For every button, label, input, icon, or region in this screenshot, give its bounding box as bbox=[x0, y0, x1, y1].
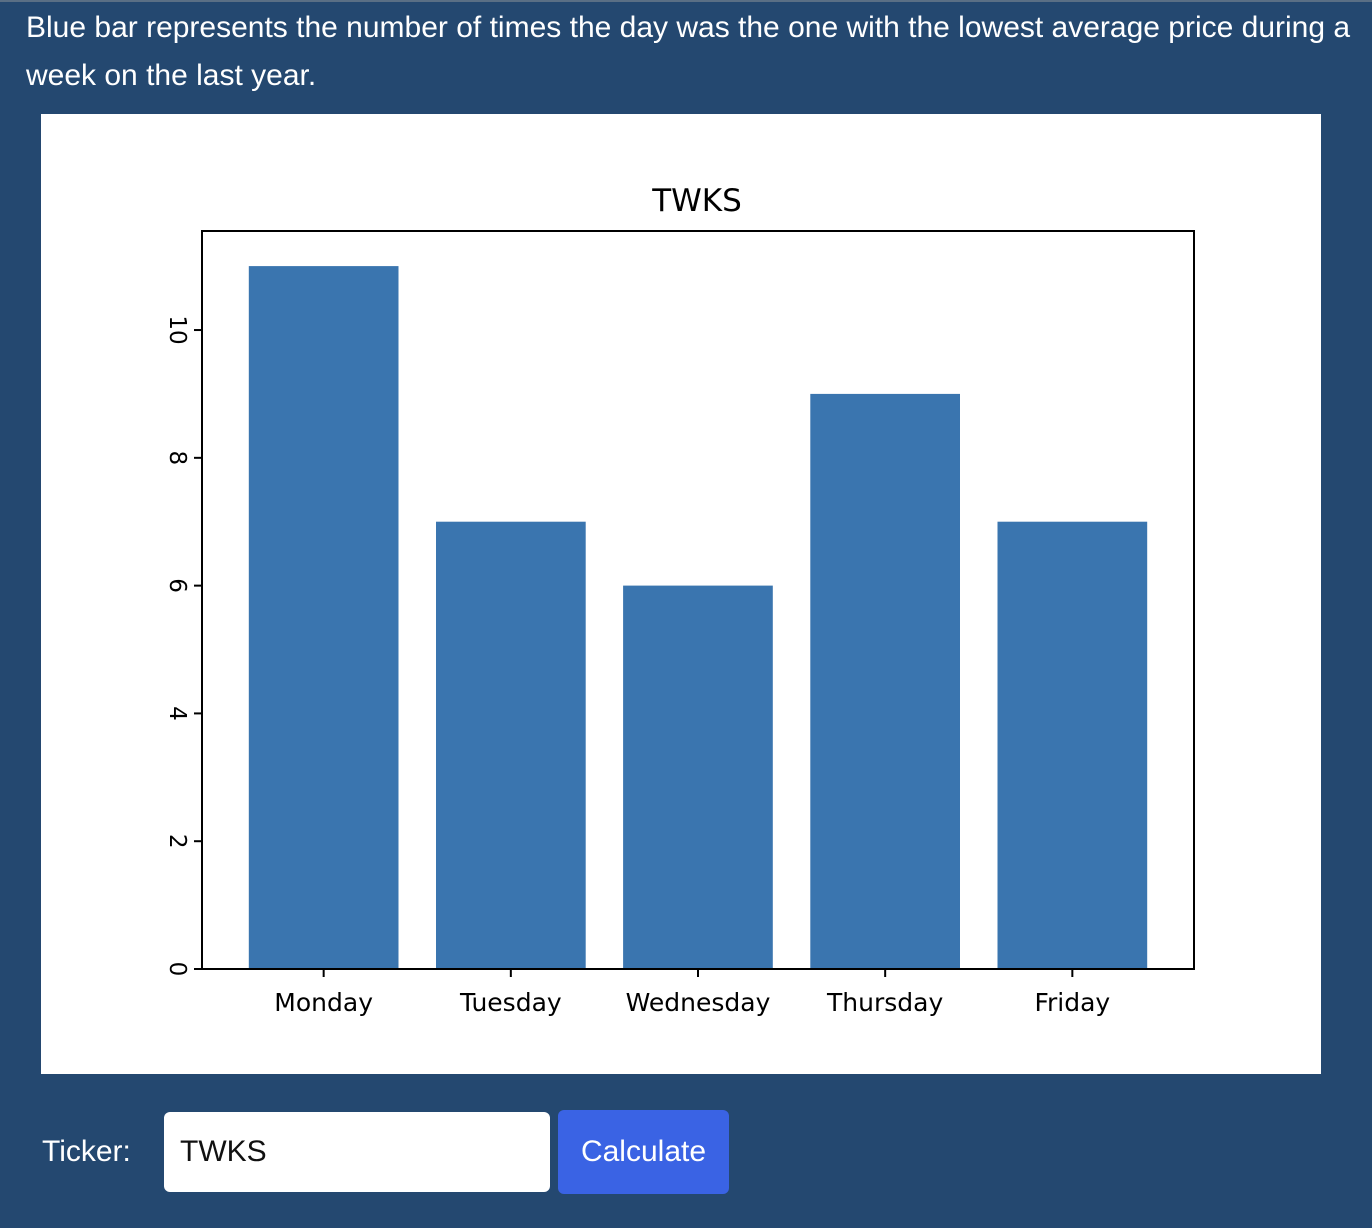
x-tick-label-wednesday: Wednesday bbox=[626, 988, 771, 1017]
axes-layer: 0 2 4 6 8 10 Monday Tuesday Wednesday Thursday Fri… bbox=[164, 230, 1195, 1017]
bar-monday bbox=[248, 266, 399, 970]
y-tick-label-2: 2 bbox=[164, 834, 190, 849]
chart-panel: TWKS 0 2 4 6 8 10 Monday Tuesday Wednesday Thursd… bbox=[41, 114, 1321, 1074]
bar-chart: TWKS 0 2 4 6 8 10 Monday Tuesday Wednesday Thursd… bbox=[164, 183, 1195, 1017]
ticker-form: Ticker: Calculate bbox=[0, 1110, 1372, 1194]
bar-tuesday bbox=[436, 521, 586, 969]
x-tick-label-tuesday: Tuesday bbox=[459, 988, 562, 1017]
y-tick-label-8: 8 bbox=[164, 451, 190, 466]
chart-description: Blue bar represents the number of times … bbox=[26, 11, 1351, 92]
ticker-input[interactable] bbox=[164, 1112, 550, 1192]
bar-friday bbox=[997, 521, 1148, 969]
y-tick-label-0: 0 bbox=[164, 962, 190, 977]
calculate-button[interactable]: Calculate bbox=[558, 1110, 729, 1194]
x-tick-label-friday: Friday bbox=[1034, 988, 1110, 1017]
window-top-edge bbox=[0, 0, 1372, 2]
y-tick-label-4: 4 bbox=[164, 706, 190, 721]
y-tick-label-6: 6 bbox=[164, 578, 190, 593]
bar-thursday bbox=[810, 393, 960, 969]
x-tick-label-thursday: Thursday bbox=[826, 988, 943, 1017]
x-tick-label-monday: Monday bbox=[274, 988, 373, 1017]
bars-layer bbox=[248, 266, 1148, 970]
chart-title: TWKS bbox=[651, 183, 742, 219]
ticker-label: Ticker: bbox=[42, 1135, 131, 1168]
bar-wednesday bbox=[623, 585, 773, 969]
y-tick-label-10: 10 bbox=[164, 315, 190, 344]
